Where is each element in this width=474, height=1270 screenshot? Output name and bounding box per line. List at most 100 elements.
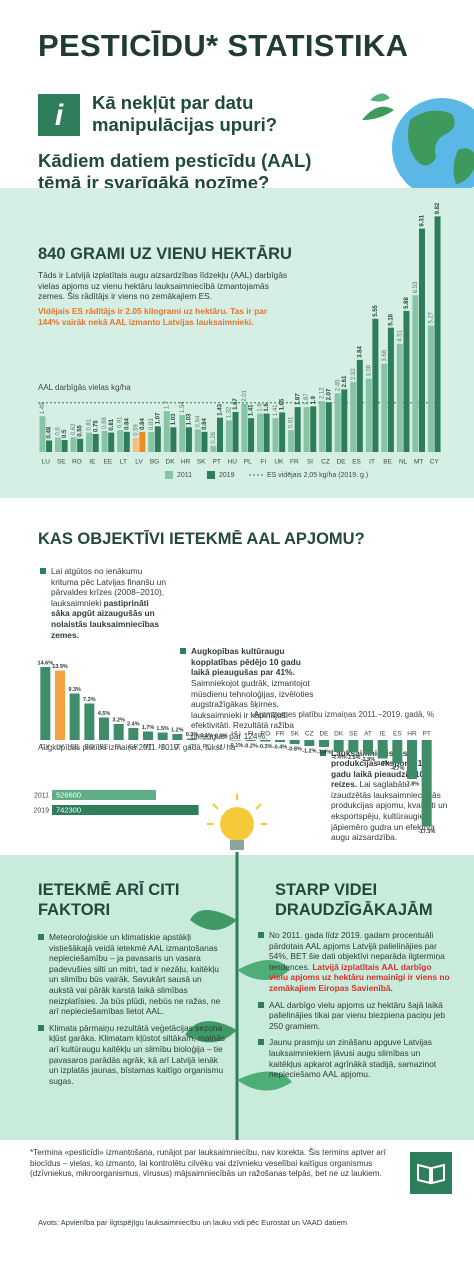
bullet: AAL darbīgo vielu apjoms uz hektāru šajā… <box>258 1000 450 1032</box>
book-icon <box>410 1152 452 1194</box>
value-label: 0.5 <box>62 429 68 438</box>
bar <box>289 740 300 744</box>
x-tick-label: SE <box>349 731 358 738</box>
x-tick-label: HR <box>407 731 417 738</box>
section-heading: KAS OBJEKTĪVI IETEKMĒ AAL APJOMU? <box>38 530 365 548</box>
bar <box>154 426 161 452</box>
value-label: 0.91 <box>289 416 295 428</box>
value-label: 1.65 <box>280 398 286 410</box>
x-tick-label: SE <box>57 459 66 466</box>
bar <box>325 402 332 452</box>
value-label: -2.5% <box>346 755 360 761</box>
value-label: -2.9% <box>361 757 375 763</box>
value-label: -0.3% <box>258 744 272 750</box>
value-label: 1.41 <box>273 404 279 416</box>
bar <box>231 740 241 741</box>
bar <box>294 407 301 452</box>
x-tick-label: CY <box>430 459 440 466</box>
value-label: 0.81 <box>109 418 115 430</box>
chart-title: Augkopības platību izmaiņa 2011.-2019. g… <box>38 743 236 752</box>
value-label: 0.0% <box>215 733 228 739</box>
x-tick-label: PT <box>423 731 431 738</box>
value-label: 0.1% <box>200 733 213 739</box>
value-label: 0.48 <box>47 426 53 438</box>
section-heading: 840 GRAMI UZ VIENU HEKTĀRU <box>38 245 292 263</box>
value-label: 2.01 <box>242 389 248 401</box>
leaf <box>185 1021 237 1043</box>
bar <box>143 731 153 740</box>
value-label: 1.03 <box>186 413 192 425</box>
value-label: 4.5% <box>98 711 111 717</box>
bar <box>333 740 344 752</box>
bar <box>372 318 379 452</box>
bar <box>381 363 388 452</box>
globe-land <box>408 110 455 166</box>
leaf <box>190 910 237 930</box>
leaf <box>362 106 394 120</box>
bar <box>70 437 77 452</box>
bar <box>275 740 285 742</box>
value-label: 1.43 <box>218 403 224 415</box>
value-label: 1.87 <box>304 393 310 405</box>
bar <box>363 740 373 755</box>
value-label: -1.4% <box>317 749 331 755</box>
text: Saimniekojot gudrāk, izmantojot mūsdienu… <box>191 677 314 741</box>
value-label: 4.51 <box>397 329 403 341</box>
bold-text: Augkopības kultūraugu kopplatības pēdējo… <box>191 646 301 678</box>
x-tick-label: IE <box>380 731 387 738</box>
bar <box>170 427 177 452</box>
x-tick-label: LU <box>42 459 51 466</box>
bar <box>348 740 359 753</box>
x-tick-label: CZ <box>305 731 314 738</box>
x-tick-label: LU <box>217 744 226 751</box>
bold-text: pastiprināti sāka apgūt aizaugušās un no… <box>51 597 159 640</box>
value-label: 9.31 <box>420 214 426 226</box>
value-label: 1.54 <box>180 401 186 413</box>
x-tick-label: DE <box>319 731 329 738</box>
x-tick-label: FR <box>290 459 299 466</box>
x-tick-label: LV <box>135 459 143 466</box>
x-tick-label: ES <box>352 459 361 466</box>
value-label: 0.91 <box>118 416 124 428</box>
x-tick-label: RO <box>260 731 270 738</box>
bar <box>263 413 270 452</box>
bar <box>55 670 65 740</box>
bar <box>341 389 348 452</box>
value-label: -0.1% <box>229 743 243 749</box>
bar <box>86 432 93 452</box>
bar <box>84 703 95 740</box>
bar <box>77 438 84 452</box>
x-tick-label: FI <box>248 731 254 738</box>
bar <box>377 740 388 759</box>
bullet: No 2011. gada līdz 2019. gadam procentuā… <box>258 930 450 994</box>
bar <box>39 416 46 452</box>
value-label: 1.2% <box>171 727 184 733</box>
bar <box>427 325 434 452</box>
value-label: 1.7% <box>142 725 155 731</box>
bar <box>434 216 441 452</box>
info-icon: i <box>38 94 80 136</box>
value-label: 0.3% <box>186 732 199 738</box>
value-label: 0.83 <box>149 418 155 430</box>
bar <box>334 393 341 452</box>
value-label: 2.45 <box>335 379 341 391</box>
value-label: 1.6 <box>264 403 270 412</box>
bar <box>123 431 130 452</box>
x-tick-label: EE <box>104 459 113 466</box>
source: Avots: Apvienība par ilgtspējīgu lauksai… <box>38 1218 348 1227</box>
x-tick-label: SL <box>115 744 123 751</box>
bar <box>412 295 419 452</box>
bar <box>288 430 295 452</box>
bar <box>245 740 256 741</box>
legend-label: 2011 <box>177 472 192 479</box>
x-tick-label: HU <box>231 731 241 738</box>
bar <box>356 359 363 452</box>
value-label: 0.55 <box>78 424 84 436</box>
paragraph: Tāds ir Latvijā izplatītais augu aizsard… <box>38 270 288 302</box>
bar <box>163 411 170 452</box>
value-label: 3.2% <box>112 717 125 723</box>
x-tick-label: LV <box>56 744 64 751</box>
bar <box>418 228 425 452</box>
y-tick-label: 2011 <box>34 792 49 799</box>
x-tick-label: LT <box>174 744 181 751</box>
